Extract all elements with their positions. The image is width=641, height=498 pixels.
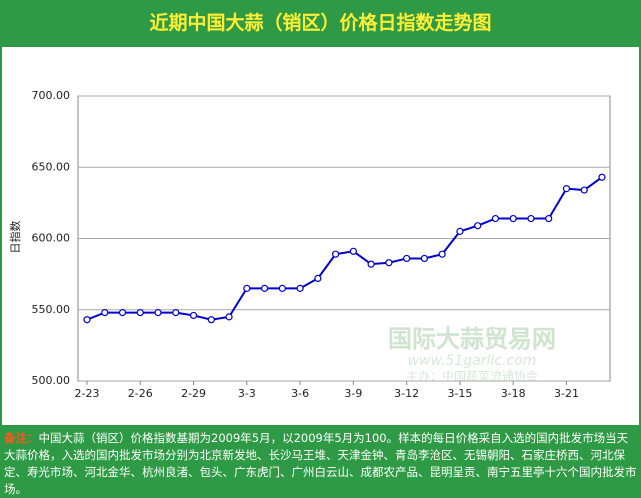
y-tick-label: 650.00 [32,160,71,173]
watermark: www.51garlic.com [408,353,537,369]
point [83,316,91,324]
point [403,254,411,263]
point [420,254,429,263]
y-tick-label: 600.00 [32,232,71,245]
point [101,309,109,317]
point [545,214,553,223]
x-tick-label: 3-15 [447,387,472,400]
point [509,214,517,223]
point [580,186,588,194]
point [172,309,180,317]
x-tick-label: 3-3 [238,387,256,400]
point [438,250,446,258]
watermark: 主办：中国蔬菜流通协会 [406,369,538,384]
y-tick-label: 500.00 [32,374,71,387]
point [332,250,340,258]
x-tick-label: 3-12 [394,387,419,400]
y-tick-label: 700.00 [32,89,71,102]
point [278,284,286,292]
note: 备注：中国大蒜（销区）价格指数基期为2009年5月，以2009年5月为100。样… [4,430,637,498]
chart: 日指数 国际大蒜贸易网 www.51garlic.com 主办：中国蔬菜流通协会… [2,47,639,425]
point [349,247,357,255]
point [491,214,500,223]
x-tick-label: 3-21 [554,387,579,400]
point [260,284,269,292]
point [527,214,535,223]
point [598,173,606,181]
y-axis-label: 日指数 [8,221,22,254]
y-tick-label: 550.00 [32,303,71,316]
point [154,309,162,317]
point [367,260,375,268]
point [385,259,393,267]
x-tick-label: 3-6 [291,387,309,400]
point [562,185,571,193]
point [225,313,233,321]
note-label: 备注： [4,431,39,445]
point [243,284,251,292]
point [207,316,215,324]
line [86,176,603,321]
point [296,284,304,292]
point [118,309,127,317]
point [136,309,144,317]
x-tick-label: 2-26 [128,387,153,400]
x-tick-label: 2-29 [181,387,206,400]
watermark: 国际大蒜贸易网 [388,325,556,353]
point [474,222,482,230]
x-tick-label: 3-9 [344,387,362,400]
x-tick-label: 3-18 [501,387,526,400]
x-tick-label: 2-23 [75,387,100,400]
point [456,227,464,235]
point [314,274,322,282]
chart-title: 近期中国大蒜（销区）价格日指数走势图 [149,12,492,34]
point [189,311,198,320]
note-text: 中国大蒜（销区）价格指数基期为2009年5月，以2009年5月为100。样本的每… [4,431,637,496]
